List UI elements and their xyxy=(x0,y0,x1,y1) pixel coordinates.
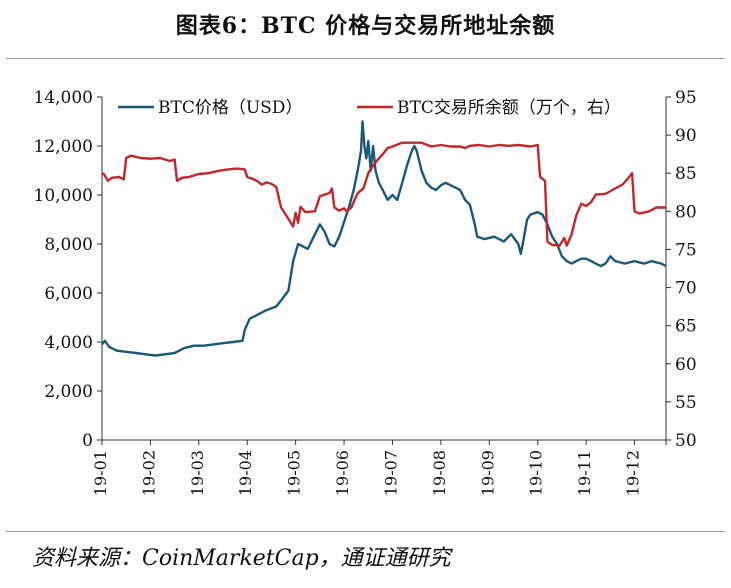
x-axis-ticks: 19-01 19-02 19-03 19-04 19-05 19-06 19-07 19-08… xyxy=(91,440,667,496)
left-tick-label: 14,000 xyxy=(34,88,93,108)
right-tick-label: 55 xyxy=(675,393,697,413)
left-tick-label: 8,000 xyxy=(44,235,93,255)
legend: BTC价格（USD） BTC交易所余额（万个，右） xyxy=(118,98,621,118)
right-tick-label: 85 xyxy=(675,164,697,184)
right-axis-ticks: 50 55 60 65 70 75 80 85 90 95 xyxy=(666,88,697,451)
left-tick-label: 2,000 xyxy=(44,382,93,402)
right-tick-label: 90 xyxy=(675,126,697,146)
x-tick-label: 19-01 xyxy=(91,450,110,496)
right-tick-label: 65 xyxy=(675,317,697,337)
x-tick-label: 19-08 xyxy=(430,450,449,496)
left-tick-label: 12,000 xyxy=(34,137,93,157)
series-line-0 xyxy=(101,120,667,357)
x-tick-label: 19-05 xyxy=(285,450,304,496)
legend-label-1: BTC交易所余额（万个，右） xyxy=(397,98,621,118)
top-divider xyxy=(6,58,725,59)
plot-frame xyxy=(101,97,667,441)
x-tick-label: 19-06 xyxy=(333,450,352,496)
series-line-1 xyxy=(101,141,666,247)
left-tick-label: 10,000 xyxy=(34,186,93,206)
right-tick-label: 80 xyxy=(675,202,697,222)
series-layer xyxy=(101,120,667,357)
right-tick-label: 50 xyxy=(675,431,697,451)
x-tick-label: 19-02 xyxy=(139,450,158,496)
bottom-divider xyxy=(6,531,725,532)
x-tick-label: 19-10 xyxy=(527,450,546,496)
x-tick-label: 19-07 xyxy=(381,450,400,496)
right-tick-label: 75 xyxy=(675,240,697,260)
left-tick-label: 4,000 xyxy=(44,333,93,353)
right-tick-label: 95 xyxy=(675,88,697,108)
left-tick-label: 6,000 xyxy=(44,284,93,304)
legend-label-0: BTC价格（USD） xyxy=(158,98,302,118)
chart-title: 图表6：BTC 价格与交易所地址余额 xyxy=(175,13,556,39)
source-note: 资料来源：CoinMarketCap，通证通研究 xyxy=(32,546,451,571)
right-tick-label: 60 xyxy=(675,355,697,375)
x-tick-label: 19-03 xyxy=(188,450,207,496)
x-tick-label: 19-04 xyxy=(236,450,255,496)
x-tick-label: 19-09 xyxy=(478,450,497,496)
left-tick-label: 0 xyxy=(82,431,93,451)
left-axis-ticks: 0 2,000 4,000 6,000 8,000 10,000 12,000 14,000 xyxy=(34,88,102,451)
right-tick-label: 70 xyxy=(675,279,697,299)
x-tick-label: 19-12 xyxy=(624,450,643,496)
x-tick-label: 19-11 xyxy=(575,450,594,496)
